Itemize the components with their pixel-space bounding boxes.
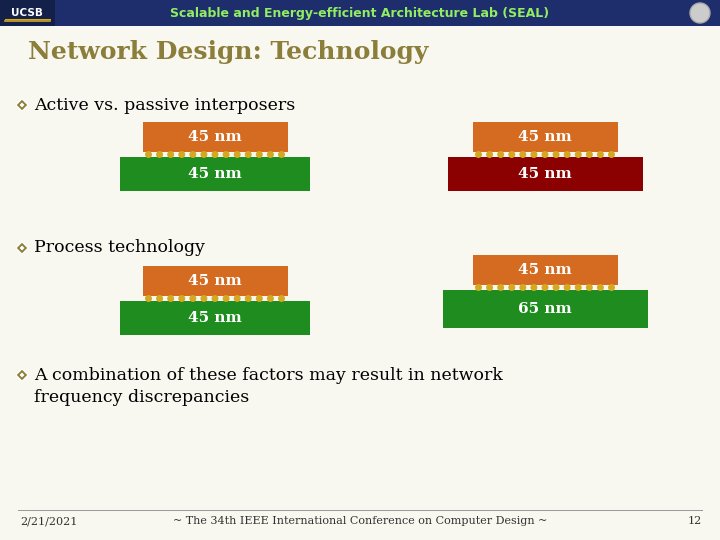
Polygon shape	[16, 369, 28, 381]
Polygon shape	[19, 103, 24, 107]
Circle shape	[475, 151, 482, 158]
Text: 12: 12	[688, 516, 702, 526]
Text: Active vs. passive interposers: Active vs. passive interposers	[34, 97, 295, 113]
Text: 45 nm: 45 nm	[188, 311, 242, 325]
Circle shape	[212, 295, 218, 302]
Polygon shape	[16, 242, 28, 254]
Circle shape	[564, 151, 571, 158]
Text: 45 nm: 45 nm	[518, 263, 572, 277]
Text: 45 nm: 45 nm	[188, 274, 242, 288]
Polygon shape	[19, 373, 24, 377]
Circle shape	[167, 295, 174, 302]
Circle shape	[267, 295, 274, 302]
Circle shape	[552, 151, 559, 158]
Circle shape	[145, 151, 152, 158]
Circle shape	[200, 151, 207, 158]
Bar	[472, 122, 618, 152]
Bar	[143, 266, 287, 296]
Text: ~ The 34th IEEE International Conference on Computer Design ~: ~ The 34th IEEE International Conference…	[173, 516, 547, 526]
Circle shape	[212, 151, 218, 158]
Circle shape	[234, 151, 240, 158]
Circle shape	[234, 295, 240, 302]
Bar	[443, 290, 647, 328]
Polygon shape	[19, 246, 24, 251]
Text: 45 nm: 45 nm	[518, 130, 572, 144]
Circle shape	[519, 151, 526, 158]
Circle shape	[222, 151, 230, 158]
Circle shape	[167, 151, 174, 158]
Text: UCSB: UCSB	[11, 8, 43, 18]
Circle shape	[179, 151, 185, 158]
Circle shape	[200, 295, 207, 302]
Circle shape	[245, 295, 252, 302]
Text: 45 nm: 45 nm	[188, 167, 242, 181]
Circle shape	[508, 284, 516, 291]
Circle shape	[256, 295, 263, 302]
Circle shape	[552, 284, 559, 291]
Text: Scalable and Energy-efficient Architecture Lab (SEAL): Scalable and Energy-efficient Architectu…	[171, 6, 549, 19]
Text: Network Design: Technology: Network Design: Technology	[28, 40, 428, 64]
Circle shape	[179, 295, 185, 302]
Circle shape	[508, 151, 516, 158]
Circle shape	[498, 151, 504, 158]
Polygon shape	[16, 99, 28, 111]
Circle shape	[256, 151, 263, 158]
Circle shape	[608, 151, 615, 158]
Circle shape	[278, 151, 285, 158]
Circle shape	[278, 295, 285, 302]
Circle shape	[486, 284, 493, 291]
Circle shape	[541, 151, 549, 158]
Text: A combination of these factors may result in network: A combination of these factors may resul…	[34, 367, 503, 383]
Bar	[0, 0, 720, 26]
Bar	[143, 122, 287, 152]
Circle shape	[519, 284, 526, 291]
Circle shape	[597, 151, 604, 158]
Circle shape	[586, 151, 593, 158]
Text: frequency discrepancies: frequency discrepancies	[34, 388, 249, 406]
Circle shape	[189, 295, 197, 302]
Circle shape	[486, 151, 493, 158]
Text: 45 nm: 45 nm	[188, 130, 242, 144]
Text: 2/21/2021: 2/21/2021	[20, 516, 77, 526]
Circle shape	[531, 284, 537, 291]
Circle shape	[156, 295, 163, 302]
Bar	[120, 301, 310, 335]
Bar	[472, 255, 618, 285]
Circle shape	[575, 284, 582, 291]
Circle shape	[245, 151, 252, 158]
Circle shape	[156, 151, 163, 158]
Circle shape	[475, 284, 482, 291]
Circle shape	[597, 284, 604, 291]
Circle shape	[608, 284, 615, 291]
Circle shape	[564, 284, 571, 291]
Circle shape	[498, 284, 504, 291]
Circle shape	[531, 151, 537, 158]
Circle shape	[586, 284, 593, 291]
Circle shape	[189, 151, 197, 158]
Circle shape	[222, 295, 230, 302]
Bar	[120, 157, 310, 191]
Text: 65 nm: 65 nm	[518, 302, 572, 316]
Circle shape	[145, 295, 152, 302]
Circle shape	[267, 151, 274, 158]
Text: Process technology: Process technology	[34, 240, 205, 256]
Bar	[448, 157, 642, 191]
Text: 45 nm: 45 nm	[518, 167, 572, 181]
Bar	[0, 0, 55, 26]
Circle shape	[690, 3, 710, 23]
Circle shape	[575, 151, 582, 158]
Circle shape	[541, 284, 549, 291]
